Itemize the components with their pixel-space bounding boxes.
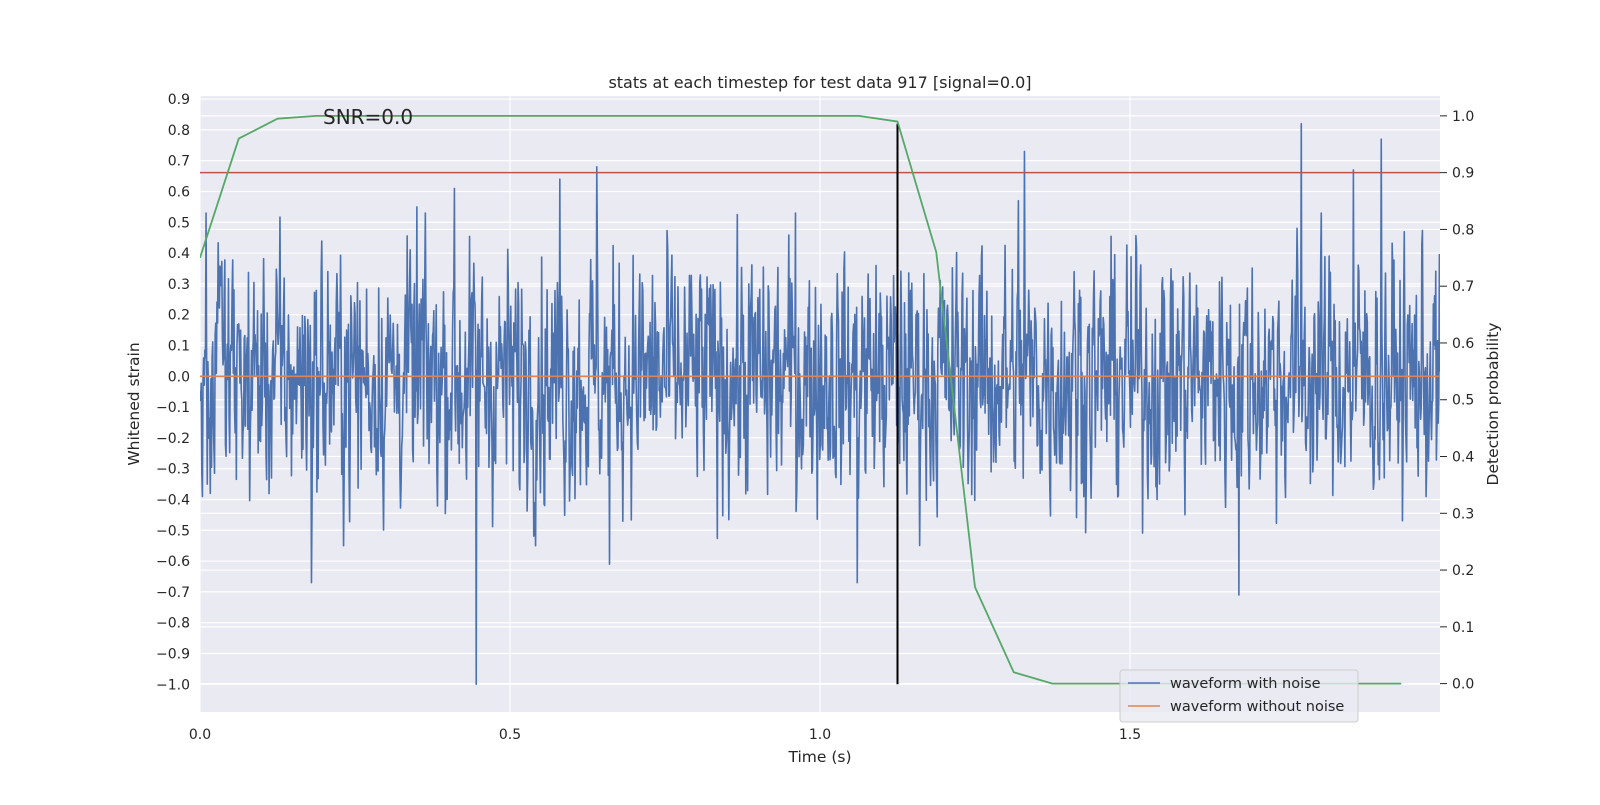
x-tick-label: 0.5 [499,727,521,743]
y-tick-label: 0.9 [168,92,190,108]
y-tick-label: −0.8 [156,616,190,632]
y2-tick-label: 0.3 [1452,506,1474,522]
chart-title: stats at each timestep for test data 917… [608,73,1031,92]
y2-tick-label: 0.7 [1452,279,1474,295]
legend-label-clean: waveform without noise [1170,699,1344,715]
y2-tick-label: 0.0 [1452,677,1474,693]
y2-tick-label: 0.6 [1452,336,1474,352]
y2-axis-ticks: 1.0 0.9 0.8 0.7 0.6 0.5 0.4 0.3 0.2 0.1 0.0 [1440,109,1474,693]
y-tick-label: 0.7 [168,154,190,170]
y2-tick-label: 0.2 [1452,563,1474,579]
y-tick-label: 0.6 [168,184,190,200]
y-tick-label: 0.0 [168,369,190,385]
y-tick-label: −0.9 [156,646,190,662]
y2-tick-label: 1.0 [1452,109,1474,125]
snr-annotation: SNR=0.0 [323,105,413,129]
x-tick-label: 1.0 [809,727,831,743]
legend-label-noisy: waveform with noise [1170,676,1321,692]
y-tick-label: 0.3 [168,277,190,293]
x-tick-label: 1.5 [1119,727,1141,743]
y-tick-label: −0.1 [156,400,190,416]
y-tick-label: −0.2 [156,431,190,447]
y2-tick-label: 0.5 [1452,393,1474,409]
x-axis-ticks: 0.0 0.5 1.0 1.5 [189,727,1141,743]
y-tick-label: −1.0 [156,677,190,693]
legend: waveform with noise waveform without noi… [1119,669,1359,723]
y-tick-label: 0.4 [168,246,190,262]
y-tick-label: 0.2 [168,308,190,324]
y2-tick-label: 0.9 [1452,166,1474,182]
y-tick-label: −0.7 [156,585,190,601]
y-tick-label: −0.5 [156,523,190,539]
y2-tick-label: 0.4 [1452,450,1474,466]
series-waveform-with-noise [200,122,1440,686]
y-tick-label: 0.5 [168,215,190,231]
y-axis-ticks: 0.9 0.8 0.7 0.6 0.5 0.4 0.3 0.2 0.1 0.0 −0.1 −0.2 −0… [156,92,190,693]
y-tick-label: 0.1 [168,338,190,354]
y-tick-label: 0.8 [168,123,190,139]
y-axis-label: Whitened strain [125,342,143,465]
x-tick-label: 0.0 [189,727,211,743]
y-tick-label: −0.4 [156,492,190,508]
y2-axis-label: Detection probability [1484,323,1502,486]
x-axis-label: Time (s) [787,748,851,766]
legend-box [1119,669,1359,723]
y-tick-label: −0.3 [156,462,190,478]
y2-tick-label: 0.8 [1452,222,1474,238]
y-tick-label: −0.6 [156,554,190,570]
y2-tick-label: 0.1 [1452,620,1474,636]
